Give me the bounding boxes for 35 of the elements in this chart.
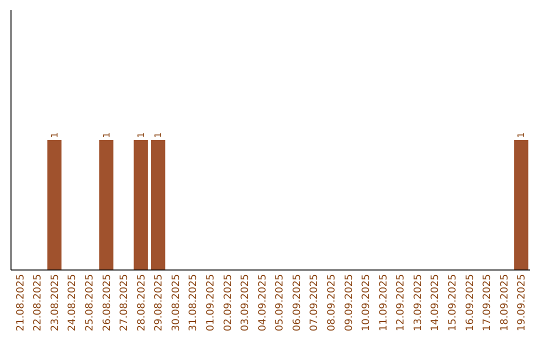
x-tick-label: 19.09.2025 (516, 274, 528, 332)
x-tick-label: 16.09.2025 (464, 274, 476, 332)
x-tick-label: 02.09.2025 (222, 274, 234, 332)
x-tick-label: 27.08.2025 (119, 274, 130, 332)
x-tick-label: 25.08.2025 (84, 274, 96, 332)
x-tick-label: 23.08.2025 (50, 274, 61, 332)
x-tick-label: 06.09.2025 (292, 274, 303, 332)
x-tick-label: 04.09.2025 (257, 274, 268, 332)
data-label: 1 (517, 132, 528, 138)
x-tick-label: 08.09.2025 (326, 274, 338, 332)
x-tick-label: 24.08.2025 (67, 274, 78, 332)
x-tick-label: 26.08.2025 (102, 274, 113, 332)
x-tick-label: 12.09.2025 (396, 274, 407, 332)
x-tick-label: 11.09.2025 (378, 274, 390, 332)
x-tick-label: 05.09.2025 (274, 274, 286, 332)
x-tick-label: 21.08.2025 (15, 274, 26, 332)
x-tick-label: 15.09.2025 (448, 274, 459, 332)
x-tick-label: 29.08.2025 (154, 274, 165, 332)
x-tick-label: 31.08.2025 (188, 274, 200, 332)
x-tick-label: 17.09.2025 (482, 274, 494, 332)
x-tick-label: 28.08.2025 (136, 274, 148, 332)
data-label: 1 (154, 132, 164, 138)
x-tick-label: 30.08.2025 (170, 274, 182, 332)
x-tick-label: 18.09.2025 (499, 274, 510, 332)
x-tick-label: 22.08.2025 (32, 274, 44, 332)
x-tick-label: 03.09.2025 (240, 274, 252, 332)
x-tick-label: 10.09.2025 (361, 274, 372, 332)
x-tick-label: 01.09.2025 (205, 274, 216, 332)
x-tick-label: 14.09.2025 (430, 274, 442, 332)
data-label: 1 (50, 132, 60, 138)
data-label: 1 (102, 132, 112, 138)
x-tick-label: 09.09.2025 (344, 274, 355, 332)
x-tick-label: 07.09.2025 (309, 274, 320, 332)
x-tick-label: 13.09.2025 (412, 274, 424, 332)
data-label: 1 (136, 132, 147, 138)
